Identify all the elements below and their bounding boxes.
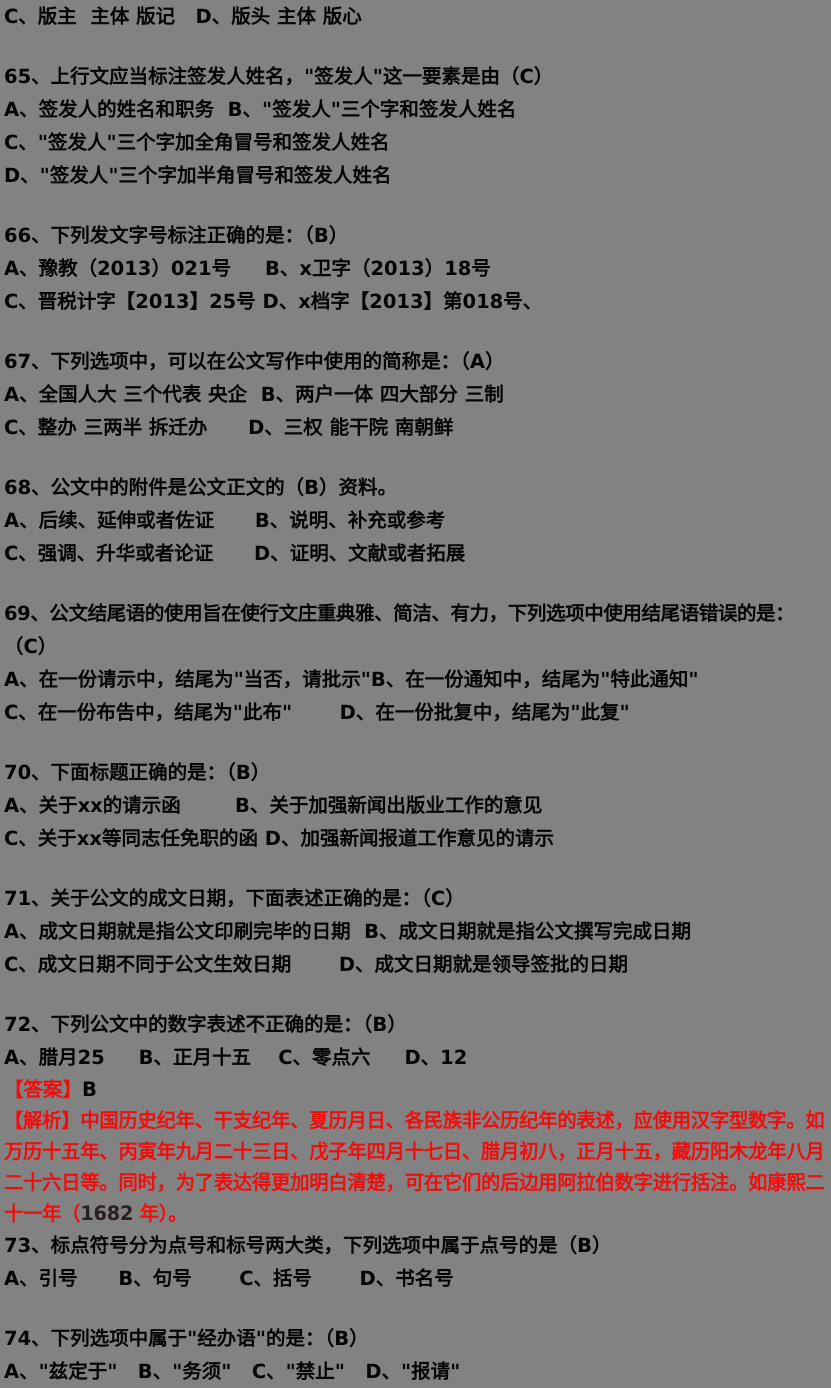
question-67-stem: 67、下列选项中，可以在公文写作中使用的简称是：（A）	[4, 350, 505, 373]
question-74-stem: 74、下列选项中属于"经办语"的是：（B）	[4, 1327, 369, 1350]
spacer	[4, 192, 827, 219]
question-65-option-d: D、"签发人"三个字加半角冒号和签发人姓名	[4, 164, 392, 187]
question-72-answer: 【答案】B	[4, 1074, 827, 1105]
question-71-option-cd: C、成文日期不同于公文生效日期 D、成文日期就是领导签批的日期	[4, 953, 629, 976]
spacer	[4, 729, 827, 756]
question-70-option-ab: A、关于xx的请示函 B、关于加强新闻出版业工作的意见	[4, 794, 543, 817]
spacer	[4, 318, 827, 345]
question-69-stem-line1: 69、公文结尾语的使用旨在使行文庄重典雅、简洁、有力，下列选项中使用结尾语错误的…	[4, 602, 795, 625]
question-66-stem: 66、下列发文字号标注正确的是：（B）	[4, 224, 349, 247]
question-69-option-cd: C、在一份布告中，结尾为"此布" D、在一份批复中，结尾为"此复"	[4, 701, 630, 724]
question-66-option-cd: C、晋税计字【2013】25号 D、x档字【2013】第018号、	[4, 290, 543, 313]
question-65-option-c: C、"签发人"三个字加全角冒号和签发人姓名	[4, 131, 390, 154]
answer-label: 【答案】	[4, 1078, 83, 1101]
question-68-option-cd: C、强调、升华或者论证 D、证明、文献或者拓展	[4, 542, 466, 565]
question-72-options: A、腊月25 B、正月十五 C、零点六 D、12	[4, 1046, 468, 1069]
question-69-stem-line2: （C）	[4, 635, 58, 658]
question-67-option-cd: C、整办 三两半 拆迁办 D、三权 能干院 南朝鲜	[4, 416, 454, 439]
question-71-option-ab: A、成文日期就是指公文印刷完毕的日期 B、成文日期就是指公文撰写完成日期	[4, 920, 692, 943]
question-73-stem: 73、标点符号分为点号和标号两大类，下列选项中属于点号的是（B）	[4, 1234, 612, 1257]
spacer	[4, 444, 827, 471]
question-70-option-cd: C、关于xx等同志任免职的函 D、加强新闻报道工作意见的请示	[4, 827, 554, 850]
question-64-options-tail: C、版主 主体 版记 D、版头 主体 版心	[4, 5, 362, 28]
spacer	[4, 855, 827, 882]
question-74-options: A、"兹定于" B、"务须" C、"禁止" D、"报请"	[4, 1360, 461, 1383]
question-68-option-ab: A、后续、延伸或者佐证 B、说明、补充或参考	[4, 509, 446, 532]
spacer	[4, 570, 827, 597]
question-72-explanation: 【解析】中国历史纪年、干支纪年、夏历月日、各民族非公历纪年的表述，应使用汉字型数…	[4, 1105, 827, 1229]
question-66-option-ab: A、豫教（2013）021号 B、x卫字（2013）18号	[4, 257, 491, 280]
question-65-stem: 65、上行文应当标注签发人姓名，"签发人"这一要素是由（C）	[4, 65, 554, 88]
question-73-options: A、引号 B、句号 C、括号 D、书名号	[4, 1267, 454, 1290]
spacer	[4, 33, 827, 60]
question-72-stem: 72、下列公文中的数字表述不正确的是：（B）	[4, 1013, 407, 1036]
spacer	[4, 981, 827, 1008]
answer-value: B	[82, 1078, 97, 1101]
explanation-body-first: 中国历史纪年、干支纪年、夏历月日、各民族非公历纪年的表述，应使用汉字型数字。如万…	[4, 1109, 825, 1225]
question-68-stem: 68、公文中的附件是公文正文的（B）资料。	[4, 476, 397, 499]
explanation-year-number: 1682	[80, 1202, 134, 1225]
question-67-option-ab: A、全国人大 三个代表 央企 B、两户一体 四大部分 三制	[4, 383, 504, 406]
question-71-stem: 71、关于公文的成文日期，下面表述正确的是：（C）	[4, 887, 465, 910]
explanation-body-second: 年）。	[133, 1202, 188, 1225]
explanation-label: 【解析】	[4, 1109, 81, 1132]
spacer	[4, 1295, 827, 1322]
question-69-option-ab: A、在一份请示中，结尾为"当否，请批示"B、在一份通知中，结尾为"特此通知"	[4, 668, 699, 691]
question-70-stem: 70、下面标题正确的是：（B）	[4, 761, 271, 784]
question-65-option-ab: A、签发人的姓名和职务 B、"签发人"三个字和签发人姓名	[4, 98, 517, 121]
